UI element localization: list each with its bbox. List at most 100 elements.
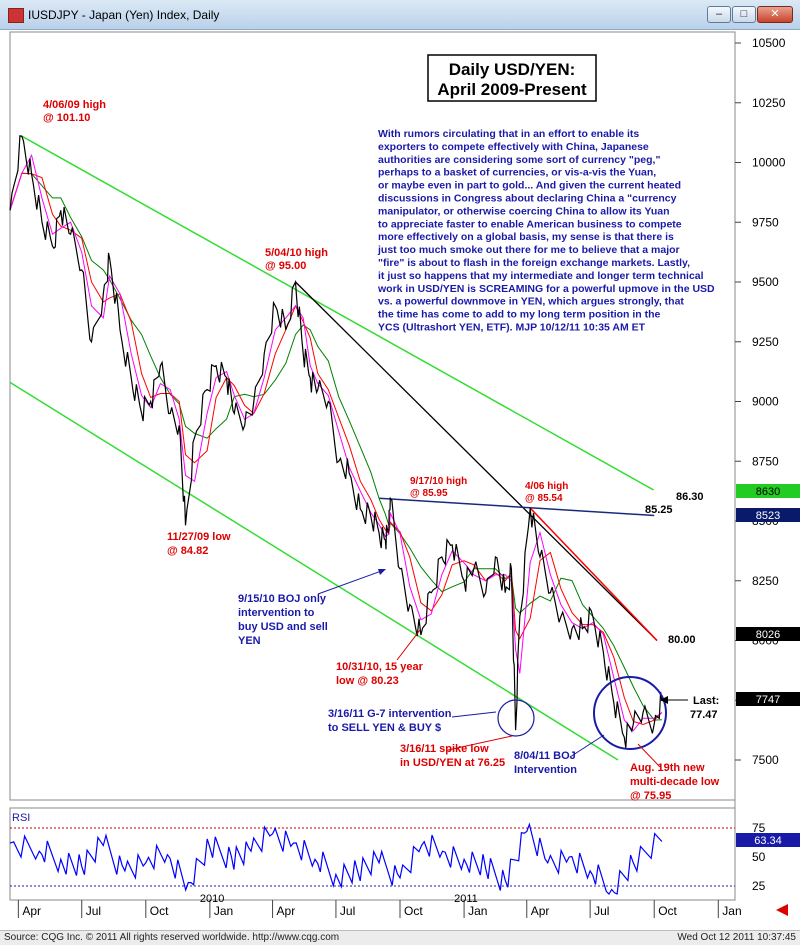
ann-boj-0811-l2: Intervention <box>514 764 577 776</box>
ann-boj-0910-l2: intervention to <box>238 607 315 619</box>
time-tick-label: Apr <box>277 904 296 918</box>
price-tick-label: 10000 <box>752 156 786 170</box>
arrow-aug <box>637 743 661 768</box>
price-tick-label: 10500 <box>752 36 786 50</box>
price-tick-label: 10250 <box>752 96 786 110</box>
rsi-axis-ticks: 25 50 75 <box>752 821 766 893</box>
rsi-tick-label: 50 <box>752 850 766 864</box>
ann-g7-l1: 3/16/11 G-7 intervention <box>328 708 452 720</box>
ann-aug-l1: Aug. 19th new <box>630 762 705 774</box>
time-tick-label: Oct <box>658 904 677 918</box>
commentary-line: work in USD/YEN is SCREAMING for a power… <box>377 283 715 295</box>
price-chart: 7500775080008250850087509000925095009750… <box>9 31 800 930</box>
ann-low-1109-l1: 11/27/09 low <box>167 531 231 543</box>
rsi-tick-label: 25 <box>752 879 766 893</box>
rsi-tag: 63.34 <box>754 835 782 847</box>
arrow-boj-0910 <box>317 569 385 595</box>
time-tick-label: Jul <box>340 904 355 918</box>
ann-aug-l2: multi-decade low <box>630 776 720 788</box>
ann-boj-0910-l1: 9/15/10 BOJ only <box>238 593 327 605</box>
close-button[interactable]: ✕ <box>757 6 793 23</box>
trendline-horizontal-resistance <box>379 497 655 517</box>
ann-last-l1: Last: <box>693 695 719 707</box>
price-tag-black: 8026 <box>756 629 780 641</box>
rsi-tick-label: 75 <box>752 821 766 835</box>
arrow-boj-0811 <box>569 734 605 758</box>
window-titlebar[interactable]: IUSDJPY - Japan (Yen) Index, Daily – □ ✕ <box>0 0 800 30</box>
arrow-boj-0910-head <box>378 569 386 575</box>
ann-high-0409-l2: @ 101.10 <box>43 112 90 124</box>
ann-spike-l1: 3/16/11 spike low <box>400 743 489 755</box>
price-axis <box>735 32 800 930</box>
price-tag-green-bg <box>736 484 800 498</box>
commentary-line: With rumors circulating that in an effor… <box>378 128 639 140</box>
spike-circle <box>497 699 535 737</box>
app-icon <box>8 8 24 23</box>
ann-high-0910-l1: 9/17/10 high <box>410 476 467 487</box>
price-tag-blue-bg <box>736 508 800 522</box>
time-tick-label: Apr <box>22 904 41 918</box>
ann-high-0409-l1: 4/06/09 high <box>43 99 106 111</box>
arrow-low-1010 <box>396 629 421 661</box>
ann-last-l2: 77.47 <box>690 709 718 721</box>
chart-title-line1: Daily USD/YEN: <box>449 60 576 79</box>
ann-high-0510-l2: @ 95.00 <box>265 260 306 272</box>
ma-fast-line <box>9 153 663 732</box>
price-tick-label: 9750 <box>752 215 779 229</box>
commentary-line: just too much smoke out there for me to … <box>377 244 680 256</box>
ann-boj-0910-l3: buy USD and sell <box>238 621 328 633</box>
commentary-line: perhaps to a basket of currencies, or vi… <box>378 167 656 179</box>
arrow-g7 <box>451 711 497 718</box>
commentary-text: With rumors circulating that in an effor… <box>377 128 715 334</box>
commentary-line: to appreciate faster to enable American … <box>378 218 682 230</box>
year-label-2010: 2010 <box>200 893 224 905</box>
time-tick-label: Oct <box>404 904 423 918</box>
scroll-left-icon[interactable] <box>776 904 788 916</box>
ann-low-1109-l2: @ 84.82 <box>167 545 208 557</box>
arrow-spike <box>447 735 513 751</box>
maximize-button[interactable]: □ <box>732 6 756 23</box>
time-axis: Apr Jul Oct Jan Apr Jul Oct Jan Apr Jul Oct Jan2010… <box>17 893 742 918</box>
time-tick-label: Jan <box>722 904 741 918</box>
commentary-line: or maybe even in part to gold... And giv… <box>378 180 681 192</box>
rsi-tag-bg <box>736 833 800 847</box>
ann-low-1010-l1: 10/31/10, 15 year <box>336 661 424 673</box>
status-footer: Source: CQG Inc. © 2011 All rights reser… <box>0 930 800 945</box>
commentary-line: the time has come to add to my long term… <box>378 309 661 321</box>
main-plot-area <box>9 31 736 801</box>
time-tick-label: Jan <box>468 904 487 918</box>
time-tick-label: Jan <box>214 904 233 918</box>
rsi-series-line <box>9 822 663 895</box>
commentary-line: authorities are considering some sort of… <box>378 154 660 166</box>
price-tick-label: 9250 <box>752 335 779 349</box>
price-series-line <box>9 135 663 748</box>
ann-lvl-8000: 80.00 <box>668 634 696 646</box>
ann-low-1010-l2: low @ 80.23 <box>336 675 399 687</box>
price-tick-label: 7500 <box>752 753 779 767</box>
commentary-line: vs. a powerful downmove in YEN, which ar… <box>378 296 684 308</box>
chart-frame: 7500775080008250850087509000925095009750… <box>0 30 800 930</box>
ma-slow-line <box>9 172 662 721</box>
price-tag-last: 7747 <box>756 694 780 706</box>
ann-g7-l2: to SELL YEN & BUY $ <box>328 722 441 734</box>
trendline-red-resistance <box>529 507 658 642</box>
rsi-label: RSI <box>12 812 30 824</box>
ann-aug-l3: @ 75.95 <box>630 790 671 802</box>
price-tick-label: 8250 <box>752 574 779 588</box>
commentary-line: discussions in Congress about declaring … <box>378 193 677 205</box>
chart-title-line2: April 2009-Present <box>437 80 587 99</box>
ann-boj-0910-l4: YEN <box>238 635 261 647</box>
time-tick-label: Oct <box>150 904 169 918</box>
time-tick-label: Jul <box>594 904 609 918</box>
time-tick-label: Apr <box>531 904 550 918</box>
price-tag-black-bg <box>736 627 800 641</box>
time-tick-label: Jul <box>86 904 101 918</box>
arrow-last-head <box>660 696 668 704</box>
ann-high-0910-l2: @ 85.95 <box>410 488 448 499</box>
ann-lvl-8630: 86.30 <box>676 491 704 503</box>
price-tick-label: 9000 <box>752 395 779 409</box>
price-tag-blue: 8523 <box>756 510 780 522</box>
ann-boj-0811-l1: 8/04/11 BOJ <box>514 750 576 762</box>
minimize-button[interactable]: – <box>707 6 731 23</box>
commentary-line: it just so happens that my intermediate … <box>378 270 704 282</box>
